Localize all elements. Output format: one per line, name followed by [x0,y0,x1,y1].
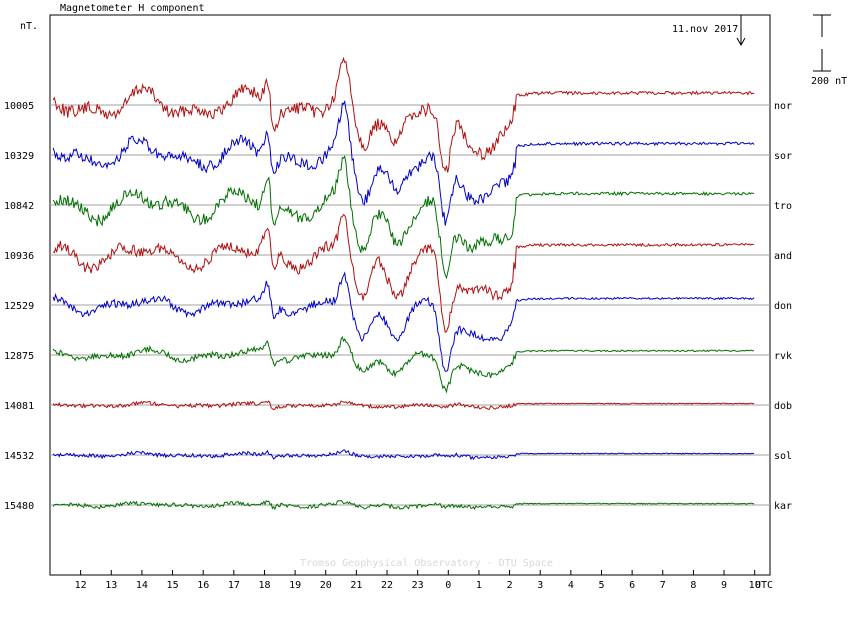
x-tick-label: 5 [598,580,604,591]
station-label-sol: sol [774,451,792,462]
baseline-value-and: 10936 [4,251,34,262]
baseline-value-rvk: 12875 [4,351,34,362]
x-axis-ticks: 12 13 14 15 16 17 18 19 20 21 22 23 0 1 2 3 4 5 6 7 8 9 10 [75,570,761,591]
station-label-nor: nor [774,101,792,112]
chart-title: Magnetometer H component [60,3,205,14]
x-tick-label: 8 [690,580,696,591]
x-tick-label: 0 [445,580,451,591]
x-tick-label: 14 [136,580,148,591]
series-line-kar [52,499,755,511]
x-tick-label: 6 [629,580,635,591]
x-tick-label: 16 [197,580,209,591]
x-axis-label: UTC [755,580,773,591]
series-line-rvk [52,335,755,394]
date-label: 11.nov 2017 [672,24,738,35]
x-tick-label: 22 [381,580,393,591]
x-tick-label: 21 [350,580,362,591]
scale-bar-label: 200 nT [811,76,847,87]
station-label-tro: tro [774,201,792,212]
station-label-don: don [774,301,792,312]
series-line-tro [52,155,755,280]
baseline-value-sor: 10329 [4,151,34,162]
series-rows: 10005 nor 10329 sor 10842 tro 10936 and 12529 don… [4,56,792,512]
x-tick-label: 9 [721,580,727,591]
x-tick-label: 18 [258,580,270,591]
station-label-kar: kar [774,501,792,512]
x-tick-label: 3 [537,580,543,591]
baseline-value-kar: 15480 [4,501,34,512]
baseline-value-sol: 14532 [4,451,34,462]
series-line-nor [52,56,755,173]
x-tick-label: 23 [412,580,424,591]
x-tick-label: 13 [105,580,117,591]
station-label-dob: dob [774,401,792,412]
watermark: Tromso Geophysical Observatory - DTU Spa… [300,558,553,569]
y-unit-label: nT. [20,21,38,32]
x-tick-label: 20 [320,580,332,591]
x-tick-label: 15 [167,580,179,591]
x-tick-label: 10 [749,580,761,591]
scale-bar: 200 nT [811,14,847,87]
x-tick-label: 2 [507,580,513,591]
baseline-value-nor: 10005 [4,101,34,112]
baseline-value-tro: 10842 [4,201,34,212]
date-arrow-icon [736,15,746,47]
station-label-and: and [774,251,792,262]
x-tick-label: 12 [75,580,87,591]
series-line-sor [52,99,755,226]
series-line-sol [52,449,755,461]
x-tick-label: 4 [568,580,574,591]
baseline-value-dob: 14081 [4,401,34,412]
station-label-sor: sor [774,151,792,162]
x-tick-label: 1 [476,580,482,591]
baseline-value-don: 12529 [4,301,34,312]
x-tick-label: 17 [228,580,240,591]
x-tick-label: 19 [289,580,301,591]
series-line-don [52,271,755,372]
x-tick-label: 7 [660,580,666,591]
chart-frame [49,14,771,576]
series-line-dob [52,400,755,411]
series-line-and [52,213,755,334]
station-label-rvk: rvk [774,351,792,362]
